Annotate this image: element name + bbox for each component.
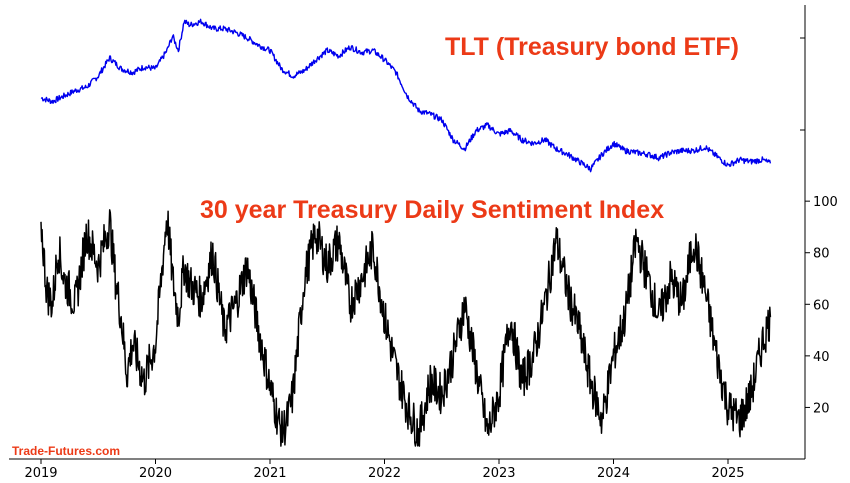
axes: 20 40 60 80 100 2019 2020 2021 2022 2023 2024 2025 — [9, 5, 838, 481]
tlt-line — [40, 18, 772, 173]
dsi-line — [40, 209, 772, 447]
x-tick-label: 2024 — [597, 466, 630, 481]
dsi-chart-title: 30 year Treasury Daily Sentiment Index — [200, 196, 665, 224]
tlt-chart-title: TLT (Treasury bond ETF) — [445, 33, 739, 61]
x-tick-label: 2021 — [253, 466, 286, 481]
y-tick-label: 20 — [813, 401, 830, 416]
y-tick-label: 60 — [813, 298, 830, 313]
x-tick-label: 2019 — [24, 466, 57, 481]
y-tick-label: 100 — [813, 195, 838, 210]
x-tick-label: 2022 — [368, 466, 401, 481]
tlt-line-series — [40, 18, 772, 173]
y-tick-label: 80 — [813, 247, 830, 262]
source-label: Trade-Futures.com — [12, 444, 121, 458]
x-tick-label: 2020 — [139, 466, 172, 481]
y-tick-label: 40 — [813, 350, 830, 365]
x-tick-label: 2023 — [482, 466, 515, 481]
x-tick-label: 2025 — [711, 466, 744, 481]
dsi-line-series — [40, 209, 772, 447]
